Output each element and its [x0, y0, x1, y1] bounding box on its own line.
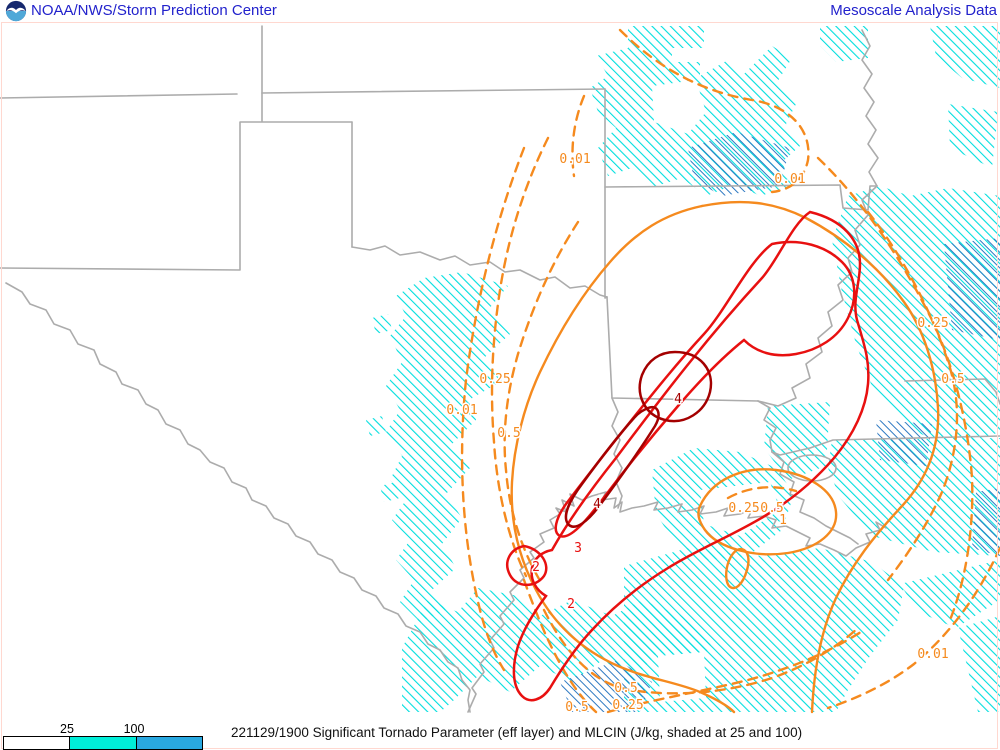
contour-labels: 0.010.010.010.010.250.250.250.250.50.50.… [445, 151, 966, 717]
contour-label-4: 4 [674, 392, 682, 407]
contour-label-0.25: 0.25 [612, 698, 643, 713]
contour-label-3: 3 [574, 541, 582, 556]
colorbar-segment-0 [4, 737, 70, 749]
contour-label-0.25: 0.25 [728, 501, 759, 516]
contour-label-2: 2 [532, 560, 540, 575]
contour-label-2: 2 [567, 597, 575, 612]
contour-label-0.01: 0.01 [446, 403, 477, 418]
noaa-logo-icon [5, 0, 27, 22]
contour-label-1: 1 [779, 513, 787, 528]
contour-label-0.25: 0.25 [917, 316, 948, 331]
spc-home-link[interactable]: NOAA/NWS/Storm Prediction Center [31, 2, 277, 19]
contour-label-0.5: 0.5 [497, 426, 520, 441]
contour-label-0.01: 0.01 [917, 647, 948, 662]
mesoscale-analysis-link[interactable]: Mesoscale Analysis Data [830, 2, 997, 19]
mlcin-100-shading [560, 132, 1000, 712]
colorbar-tick-100: 100 [123, 722, 145, 736]
colorbar-segment-2 [137, 737, 202, 749]
mlcin-colorbar [3, 736, 203, 750]
contour-label-0.5: 0.5 [565, 700, 588, 715]
stp-orange-contours [460, 28, 1000, 714]
colorbar-segment-1 [70, 737, 137, 749]
contour-label-0.25: 0.25 [479, 372, 510, 387]
contour-label-0.01: 0.01 [774, 172, 805, 187]
contour-label-0.5: 0.5 [760, 501, 783, 516]
contour-label-0.01: 0.01 [559, 152, 590, 167]
stp-red-contours [506, 210, 870, 702]
contour-label-0.5: 0.5 [941, 372, 964, 387]
state-borders [0, 25, 1000, 713]
map-caption: 221129/1900 Significant Tornado Paramete… [231, 725, 803, 740]
colorbar-tick-25: 25 [60, 722, 74, 736]
contour-label-0.5: 0.5 [614, 681, 637, 696]
page-header: NOAA/NWS/Storm Prediction Center Mesosca… [0, 0, 1000, 22]
contour-label-4: 4 [593, 497, 601, 512]
